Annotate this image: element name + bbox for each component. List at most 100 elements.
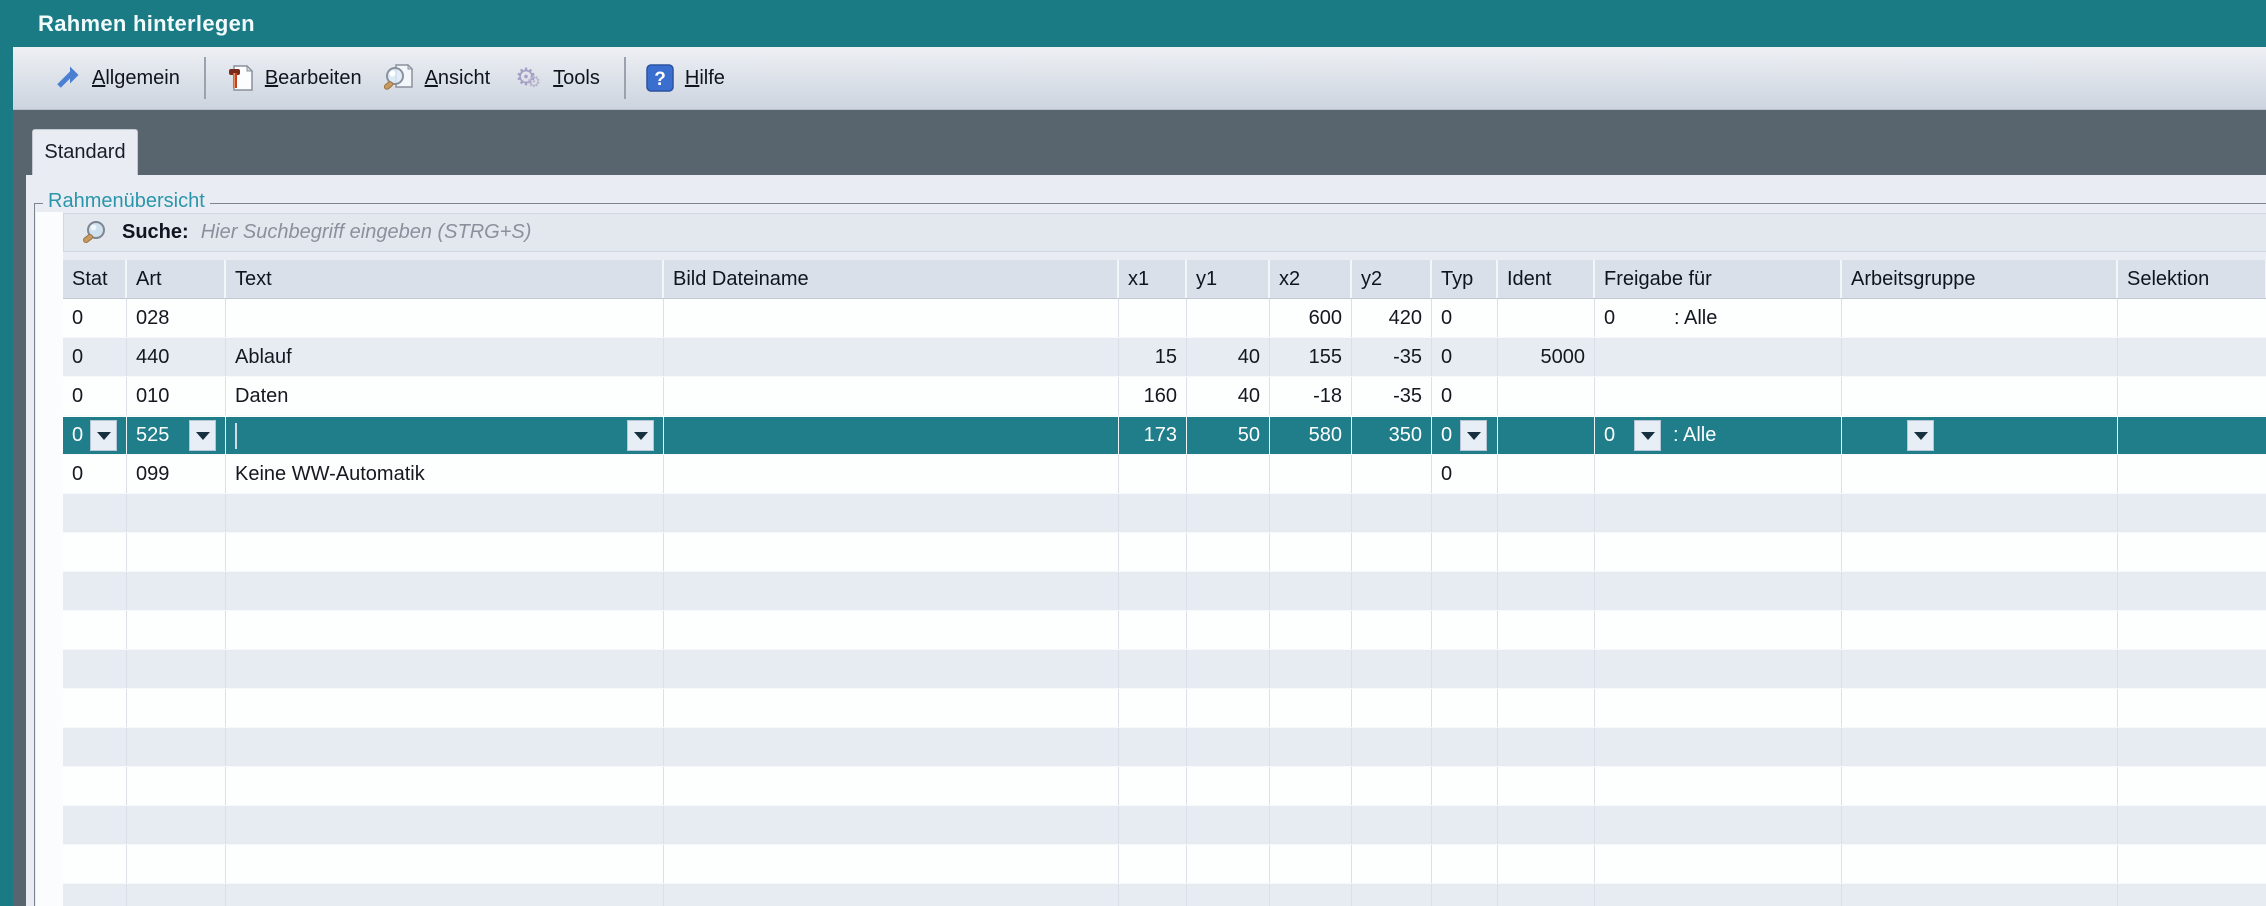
cell-y2[interactable]: -35 [1352, 338, 1432, 376]
cell-typ[interactable] [1432, 806, 1498, 844]
column-header-freigabe[interactable]: Freigabe für [1595, 260, 1842, 298]
cell-art[interactable]: 028 [127, 299, 226, 337]
cell-art[interactable] [127, 533, 226, 571]
cell-stat[interactable] [63, 767, 127, 805]
column-header-x2[interactable]: x2 [1270, 260, 1352, 298]
cell-stat[interactable]: 0 [63, 377, 127, 415]
table-row-selected[interactable]: 0 525 173 50 580 350 0 0: Alle [63, 416, 2266, 455]
column-header-arbeitsgruppe[interactable]: Arbeitsgruppe [1842, 260, 2118, 298]
cell-selektion[interactable] [2118, 533, 2266, 571]
cell-x2[interactable] [1270, 611, 1352, 649]
cell-y2[interactable] [1352, 650, 1432, 688]
cell-y1[interactable] [1187, 845, 1270, 883]
cell-ident[interactable] [1498, 689, 1595, 727]
cell-freigabe[interactable] [1595, 572, 1842, 610]
column-header-stat[interactable]: Stat [63, 260, 127, 298]
cell-freigabe[interactable] [1595, 767, 1842, 805]
cell-typ[interactable] [1432, 533, 1498, 571]
cell-y2[interactable] [1352, 845, 1432, 883]
cell-x2[interactable] [1270, 689, 1352, 727]
cell-typ[interactable] [1432, 572, 1498, 610]
cell-y1[interactable]: 40 [1187, 338, 1270, 376]
tab-standard[interactable]: Standard [32, 129, 138, 175]
cell-selektion[interactable] [2118, 650, 2266, 688]
cell-typ[interactable]: 0 [1432, 455, 1498, 493]
cell-art[interactable] [127, 806, 226, 844]
table-row[interactable] [63, 845, 2266, 884]
cell-bild[interactable] [664, 572, 1119, 610]
cell-freigabe[interactable] [1595, 884, 1842, 906]
cell-selektion[interactable] [2118, 767, 2266, 805]
cell-x1[interactable] [1119, 299, 1187, 337]
cell-ident[interactable] [1498, 455, 1595, 493]
cell-art[interactable] [127, 611, 226, 649]
cell-stat[interactable] [63, 689, 127, 727]
cell-arbeitsgruppe[interactable] [1842, 884, 2118, 906]
cell-y1[interactable] [1187, 650, 1270, 688]
cell-bild[interactable] [664, 533, 1119, 571]
cell-stat[interactable] [63, 611, 127, 649]
table-row[interactable] [63, 611, 2266, 650]
menu-item-hilfe[interactable]: ? Hilfe [636, 56, 739, 100]
cell-y1[interactable] [1187, 572, 1270, 610]
cell-y2[interactable] [1352, 806, 1432, 844]
cell-freigabe[interactable]: 0: Alle [1595, 417, 1842, 454]
cell-art[interactable] [127, 845, 226, 883]
column-header-y2[interactable]: y2 [1352, 260, 1432, 298]
cell-freigabe[interactable] [1595, 689, 1842, 727]
cell-stat[interactable] [63, 806, 127, 844]
table-row[interactable] [63, 689, 2266, 728]
cell-y1[interactable]: 50 [1187, 417, 1270, 454]
cell-x1[interactable] [1119, 767, 1187, 805]
column-header-ident[interactable]: Ident [1498, 260, 1595, 298]
cell-arbeitsgruppe[interactable] [1842, 728, 2118, 766]
cell-stat[interactable]: 0 [63, 455, 127, 493]
table-row[interactable] [63, 650, 2266, 689]
cell-ident[interactable] [1498, 417, 1595, 454]
cell-x1[interactable]: 160 [1119, 377, 1187, 415]
cell-art[interactable] [127, 689, 226, 727]
cell-typ[interactable]: 0 [1432, 417, 1498, 454]
cell-selektion[interactable] [2118, 689, 2266, 727]
cell-typ[interactable] [1432, 845, 1498, 883]
cell-arbeitsgruppe[interactable] [1842, 533, 2118, 571]
cell-freigabe[interactable] [1595, 533, 1842, 571]
cell-freigabe[interactable] [1595, 728, 1842, 766]
cell-x2[interactable] [1270, 845, 1352, 883]
cell-stat[interactable] [63, 494, 127, 532]
cell-art[interactable] [127, 728, 226, 766]
cell-y2[interactable] [1352, 572, 1432, 610]
cell-typ[interactable] [1432, 767, 1498, 805]
cell-x1[interactable] [1119, 455, 1187, 493]
cell-typ[interactable] [1432, 689, 1498, 727]
cell-y1[interactable] [1187, 494, 1270, 532]
cell-stat[interactable]: 0 [63, 338, 127, 376]
table-row[interactable] [63, 884, 2266, 906]
table-row[interactable] [63, 533, 2266, 572]
cell-selektion[interactable] [2118, 884, 2266, 906]
table-row[interactable]: 0 099 Keine WW-Automatik 0 [63, 455, 2266, 494]
menu-item-bearbeiten[interactable]: Bearbeiten [216, 56, 376, 100]
cell-ident[interactable] [1498, 806, 1595, 844]
combo-dropdown-button[interactable] [1907, 420, 1934, 451]
cell-x2[interactable]: -18 [1270, 377, 1352, 415]
cell-ident[interactable] [1498, 845, 1595, 883]
cell-stat[interactable]: 0 [63, 299, 127, 337]
column-header-text[interactable]: Text [226, 260, 664, 298]
search-bar[interactable]: Suche: Hier Suchbegriff eingeben (STRG+S… [63, 213, 2266, 252]
cell-y2[interactable]: 420 [1352, 299, 1432, 337]
menu-item-tools[interactable]: ⚙ ⚙ Tools [504, 56, 614, 100]
cell-typ[interactable] [1432, 728, 1498, 766]
cell-freigabe[interactable] [1595, 455, 1842, 493]
cell-x1[interactable] [1119, 728, 1187, 766]
cell-x2[interactable] [1270, 767, 1352, 805]
cell-text[interactable]: Daten [226, 377, 664, 415]
cell-ident[interactable] [1498, 728, 1595, 766]
cell-bild[interactable] [664, 299, 1119, 337]
cell-x2[interactable] [1270, 494, 1352, 532]
cell-y2[interactable]: -35 [1352, 377, 1432, 415]
cell-ident[interactable] [1498, 572, 1595, 610]
cell-arbeitsgruppe[interactable] [1842, 767, 2118, 805]
cell-typ[interactable]: 0 [1432, 299, 1498, 337]
cell-freigabe[interactable] [1595, 611, 1842, 649]
